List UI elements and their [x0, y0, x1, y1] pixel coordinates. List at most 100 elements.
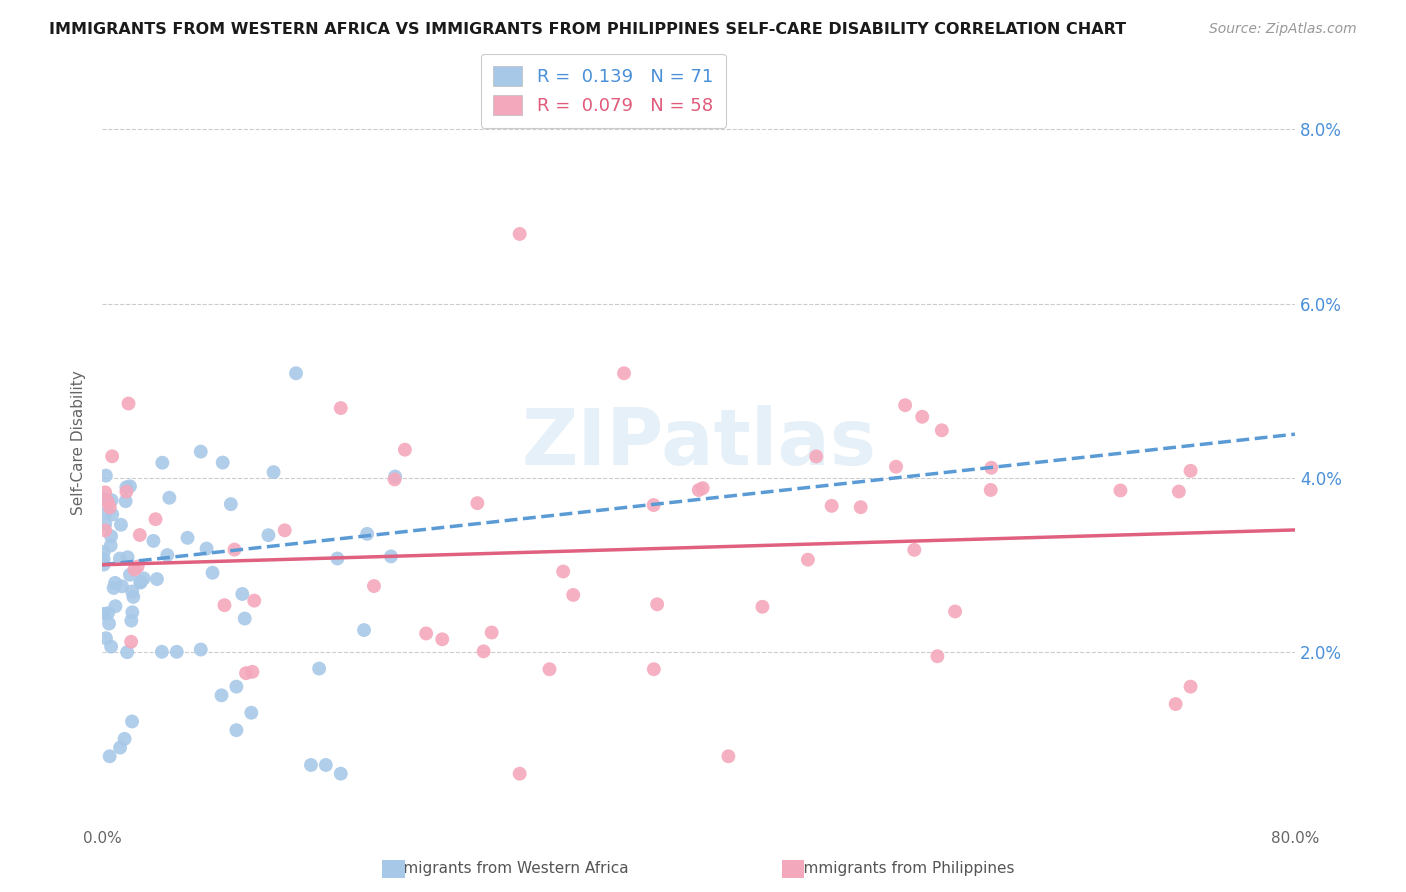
- Point: [110, 517, 132, 532]
- Point: [467, 496, 489, 510]
- Point: [94, 631, 117, 645]
- Point: [308, 662, 330, 676]
- Point: [156, 548, 179, 562]
- Point: [150, 645, 173, 659]
- Point: [93, 552, 115, 566]
- Point: [1180, 464, 1202, 478]
- Point: [94, 485, 117, 500]
- Point: [211, 456, 233, 470]
- Point: [117, 396, 139, 410]
- Point: [240, 665, 263, 679]
- Point: [100, 640, 122, 654]
- Point: [211, 689, 233, 703]
- Point: [797, 552, 820, 566]
- Point: [120, 634, 142, 648]
- Point: [146, 572, 169, 586]
- Point: [100, 529, 122, 543]
- Point: [94, 506, 117, 520]
- Point: [97, 495, 120, 509]
- Point: [121, 584, 143, 599]
- Point: [225, 723, 247, 738]
- Point: [980, 460, 1002, 475]
- Point: [219, 497, 242, 511]
- Point: [145, 512, 167, 526]
- Point: [195, 541, 218, 556]
- Point: [100, 539, 122, 553]
- Point: [128, 528, 150, 542]
- Point: [820, 499, 842, 513]
- Point: [315, 758, 337, 772]
- Point: [214, 598, 236, 612]
- Point: [751, 599, 773, 614]
- Legend: R =  0.139   N = 71, R =  0.079   N = 58: R = 0.139 N = 71, R = 0.079 N = 58: [481, 54, 725, 128]
- Point: [100, 493, 122, 508]
- Point: [285, 366, 308, 380]
- Text: IMMIGRANTS FROM WESTERN AFRICA VS IMMIGRANTS FROM PHILIPPINES SELF-CARE DISABILI: IMMIGRANTS FROM WESTERN AFRICA VS IMMIGR…: [49, 22, 1126, 37]
- Point: [645, 597, 668, 611]
- Point: [240, 706, 263, 720]
- Point: [224, 542, 246, 557]
- Point: [509, 766, 531, 780]
- Point: [190, 642, 212, 657]
- Point: [157, 491, 180, 505]
- Point: [114, 494, 136, 508]
- Point: [363, 579, 385, 593]
- Point: [894, 398, 917, 412]
- Point: [118, 567, 141, 582]
- Point: [643, 498, 665, 512]
- Text: Immigrants from Western Africa: Immigrants from Western Africa: [384, 861, 628, 876]
- Point: [553, 565, 575, 579]
- Point: [115, 484, 138, 499]
- Point: [127, 559, 149, 574]
- Point: [329, 766, 352, 780]
- Point: [115, 480, 138, 494]
- Point: [121, 605, 143, 619]
- Point: [688, 483, 710, 497]
- Point: [1109, 483, 1132, 498]
- Point: [472, 644, 495, 658]
- Point: [94, 517, 117, 532]
- Point: [717, 749, 740, 764]
- Point: [132, 571, 155, 585]
- Point: [111, 579, 134, 593]
- Point: [104, 599, 127, 614]
- Point: [103, 581, 125, 595]
- Point: [243, 593, 266, 607]
- Point: [117, 550, 139, 565]
- Point: [1167, 484, 1189, 499]
- Point: [94, 468, 117, 483]
- Point: [257, 528, 280, 542]
- Point: [903, 542, 925, 557]
- Point: [329, 401, 352, 415]
- Point: [120, 614, 142, 628]
- Point: [643, 662, 665, 676]
- Point: [104, 575, 127, 590]
- Point: [166, 645, 188, 659]
- Point: [849, 500, 872, 515]
- Point: [150, 456, 173, 470]
- Point: [806, 450, 828, 464]
- Point: [101, 450, 124, 464]
- Point: [124, 562, 146, 576]
- Point: [692, 481, 714, 495]
- Point: [384, 472, 406, 486]
- Point: [231, 587, 253, 601]
- Point: [1180, 680, 1202, 694]
- Point: [190, 444, 212, 458]
- Point: [129, 575, 152, 590]
- Point: [481, 625, 503, 640]
- Point: [562, 588, 585, 602]
- Point: [884, 459, 907, 474]
- Point: [394, 442, 416, 457]
- Point: [98, 749, 121, 764]
- Point: [93, 607, 115, 621]
- Point: [176, 531, 198, 545]
- Point: [943, 605, 966, 619]
- Point: [225, 680, 247, 694]
- Point: [114, 731, 136, 746]
- Point: [93, 491, 115, 506]
- Point: [98, 616, 121, 631]
- Point: [118, 479, 141, 493]
- Point: [201, 566, 224, 580]
- Point: [273, 524, 295, 538]
